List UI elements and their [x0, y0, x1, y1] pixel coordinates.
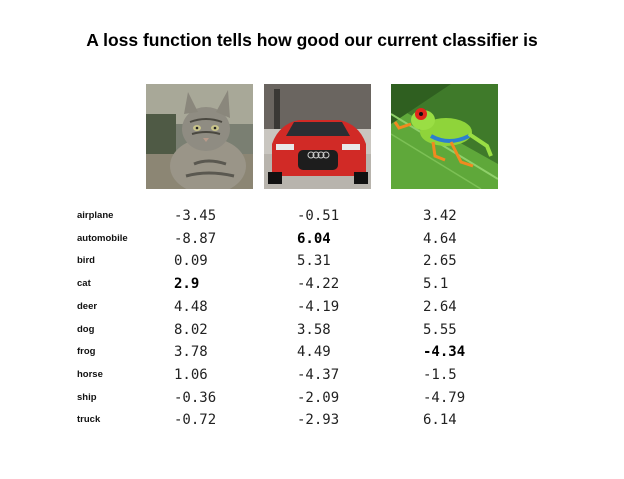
- score-frog-automobile: 4.64: [423, 230, 457, 247]
- score-frog-horse: -1.5: [423, 366, 457, 383]
- score-cat-bird: 0.09: [174, 253, 208, 270]
- score-cat-frog: 3.78: [174, 344, 208, 361]
- cat-image: [146, 84, 253, 189]
- score-cat-automobile: -8.87: [174, 230, 217, 247]
- car-image: [264, 84, 371, 189]
- score-frog-deer: 2.64: [423, 298, 457, 315]
- score-car-cat: -4.22: [297, 276, 340, 293]
- score-frog-cat: 5.1: [423, 276, 449, 293]
- slide-title: A loss function tells how good our curre…: [86, 30, 538, 50]
- score-car-horse: -4.37: [297, 366, 340, 383]
- score-cat-dog: 8.02: [174, 321, 208, 338]
- class-label-airplane: airplane: [77, 210, 114, 221]
- class-label-horse: horse: [77, 368, 103, 380]
- score-car-deer: -4.19: [297, 298, 340, 315]
- score-car-ship: -2.09: [297, 389, 340, 406]
- score-car-truck: -2.93: [297, 412, 340, 429]
- class-label-bird: bird: [77, 255, 95, 267]
- score-frog-ship: -4.79: [423, 389, 466, 406]
- class-label-cat: cat: [77, 278, 91, 290]
- frog-image: [391, 84, 498, 189]
- score-cat-deer: 4.48: [174, 298, 208, 315]
- class-label-frog: frog: [77, 346, 96, 358]
- score-car-bird: 5.31: [297, 253, 331, 270]
- score-frog-truck: 6.14: [423, 412, 457, 429]
- score-car-dog: 3.58: [297, 321, 331, 338]
- score-frog-dog: 5.55: [423, 321, 457, 338]
- score-frog-airplane: 3.42: [423, 208, 457, 224]
- score-cat-ship: -0.36: [174, 389, 217, 406]
- score-car-frog: 4.49: [297, 344, 331, 361]
- score-cat-horse: 1.06: [174, 366, 208, 383]
- class-label-ship: ship: [77, 391, 97, 403]
- score-cat-airplane: -3.45: [174, 208, 217, 224]
- score-cat-cat: 2.9: [174, 276, 200, 293]
- score-cat-truck: -0.72: [174, 412, 217, 429]
- class-label-deer: deer: [77, 300, 98, 312]
- score-car-airplane: -0.51: [297, 208, 340, 224]
- score-frog-bird: 2.65: [423, 253, 457, 270]
- class-label-automobile: automobile: [77, 232, 128, 244]
- class-label-dog: dog: [77, 323, 95, 335]
- score-car-automobile: 6.04: [297, 230, 331, 247]
- score-frog-frog: -4.34: [423, 344, 466, 361]
- class-label-truck: truck: [77, 414, 101, 426]
